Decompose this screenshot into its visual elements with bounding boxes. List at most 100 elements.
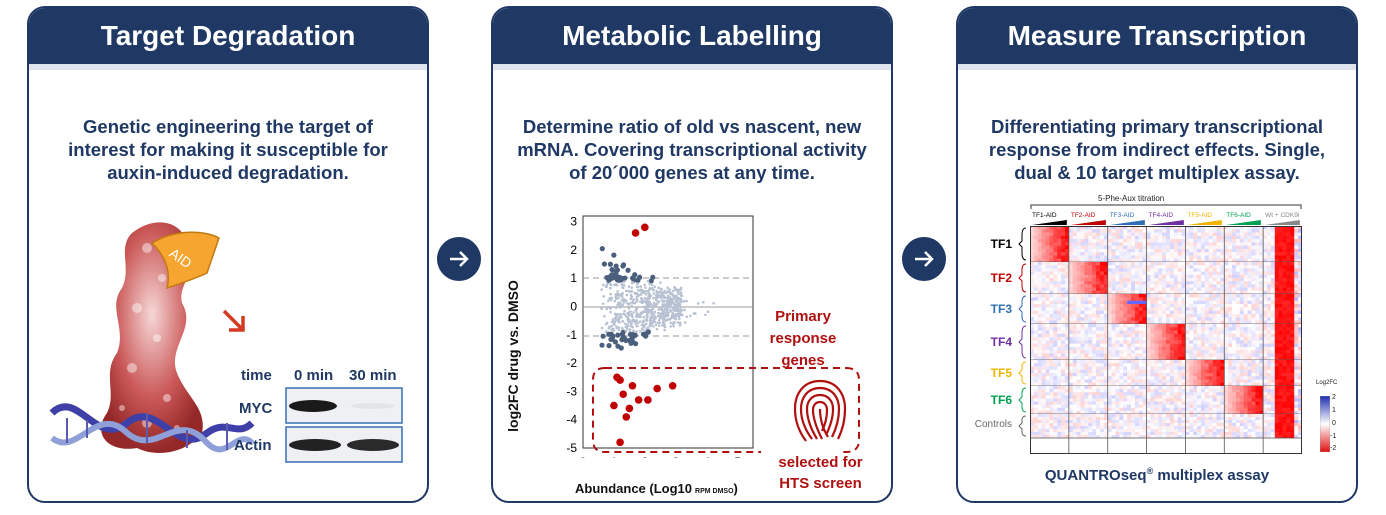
heatmap-cell [1166, 297, 1171, 301]
heatmap-cell [1103, 353, 1109, 358]
heatmap-cell [1072, 232, 1077, 237]
heatmap-cell [1193, 268, 1198, 272]
heatmap-cell [1053, 304, 1058, 308]
heatmap-cell [1235, 376, 1241, 380]
heatmap-cell [1092, 324, 1097, 328]
heatmap-cell [1173, 284, 1178, 288]
heatmap-cell [1115, 252, 1120, 256]
heatmap-cell [1057, 410, 1062, 415]
heatmap-cell [1239, 327, 1245, 331]
heatmap-cell [1111, 360, 1116, 364]
heatmap-cell [1072, 346, 1077, 351]
heatmap-cell [1243, 401, 1248, 405]
heatmap-cell [1185, 314, 1190, 318]
heatmap-cell [1146, 290, 1151, 295]
heatmap-cell [1033, 395, 1039, 399]
heatmap-cell [1166, 382, 1171, 387]
heatmap-cell [1142, 281, 1147, 285]
heatmap-cell [1115, 363, 1120, 367]
heatmap-cell [1290, 239, 1295, 243]
heatmap-cell [1274, 226, 1279, 230]
heatmap-cell [1092, 376, 1097, 380]
heatmap-cell [1138, 229, 1143, 233]
heatmap-cell [1146, 353, 1151, 358]
heatmap-cell [1107, 333, 1112, 338]
heatmap-cell [1185, 369, 1190, 374]
scatter-point [608, 325, 611, 329]
heatmap-cell [1033, 252, 1039, 256]
heatmap-cell [1216, 274, 1221, 279]
heatmap-cell [1061, 320, 1066, 325]
heatmap-cell [1267, 262, 1272, 266]
heatmap-cell [1189, 343, 1194, 348]
heatmap-cell [1041, 423, 1046, 427]
heatmap-cell [1076, 350, 1081, 354]
heatmap-cell [1061, 343, 1066, 348]
heatmap-cell [1235, 333, 1241, 338]
heatmap-cell [1193, 226, 1198, 230]
heatmap-cell [1294, 268, 1299, 272]
heatmap-cell [1185, 304, 1190, 308]
heatmap-cell [1088, 420, 1093, 424]
heatmap-cell [1045, 420, 1050, 424]
heatmap-cell [1185, 353, 1190, 358]
heatmap-cell [1294, 407, 1299, 412]
heatmap-cell [1263, 252, 1268, 256]
heatmap-cell [1131, 300, 1136, 305]
heatmap-cell [1181, 386, 1186, 390]
heatmap-cell [1041, 262, 1046, 266]
heatmap-cell [1119, 337, 1124, 341]
heatmap-cell [1181, 340, 1186, 344]
heatmap-cell [1274, 398, 1279, 402]
heatmap-cell [1107, 284, 1112, 288]
heatmap-cell [1208, 242, 1213, 246]
heatmap-cell [1037, 265, 1042, 269]
heatmap-cell [1080, 278, 1085, 282]
heatmap-cell [1162, 258, 1167, 263]
heatmap-cell [1053, 353, 1058, 358]
heatmap-cell [1263, 274, 1268, 279]
heatmap-cell [1239, 248, 1245, 253]
heatmap-cell [1033, 389, 1039, 393]
heatmap-cell [1115, 304, 1120, 308]
heatmap-cell [1286, 232, 1291, 237]
heatmap-cell [1142, 271, 1147, 276]
heatmap-cell [1115, 232, 1120, 237]
heatmap-cell [1294, 320, 1299, 325]
heatmap-cell [1064, 255, 1070, 260]
heatmap-cell [1298, 356, 1302, 361]
heatmap-cell [1064, 317, 1070, 321]
heatmap-cell [1204, 346, 1210, 351]
heatmap-cell [1243, 268, 1248, 272]
heatmap-cell [1185, 242, 1190, 246]
heatmap-cell [1033, 324, 1039, 328]
heatmap-cell [1228, 337, 1233, 341]
heatmap-cell [1267, 350, 1272, 354]
heatmap-cell [1204, 343, 1210, 348]
heatmap-cell [1033, 245, 1039, 250]
heatmap-cell [1049, 337, 1054, 341]
heatmap-cell [1115, 314, 1120, 318]
heatmap-cell [1041, 235, 1046, 240]
heatmap-cell [1232, 330, 1237, 335]
heatmap-cell [1158, 363, 1163, 367]
heatmap-cell [1270, 360, 1276, 364]
heatmap-cell [1255, 327, 1260, 331]
heatmap-cell [1037, 252, 1042, 256]
heatmap-cell [1216, 366, 1221, 371]
scatter-point [651, 312, 655, 316]
heatmap-cell [1049, 417, 1054, 421]
heatmap-cell [1061, 327, 1066, 331]
heatmap-cell [1084, 417, 1089, 421]
heatmap-cell [1224, 229, 1229, 233]
heatmap-cell [1166, 265, 1171, 269]
heatmap-cell [1298, 278, 1302, 282]
heatmap-cell [1235, 407, 1241, 412]
heatmap-cell [1068, 229, 1074, 233]
heatmap-cell [1076, 278, 1081, 282]
heatmap-cell [1267, 274, 1272, 279]
heatmap-cell [1204, 314, 1210, 318]
heatmap-cell [1235, 395, 1241, 399]
heatmap-cell [1216, 401, 1221, 405]
heatmap-cell [1294, 314, 1299, 318]
